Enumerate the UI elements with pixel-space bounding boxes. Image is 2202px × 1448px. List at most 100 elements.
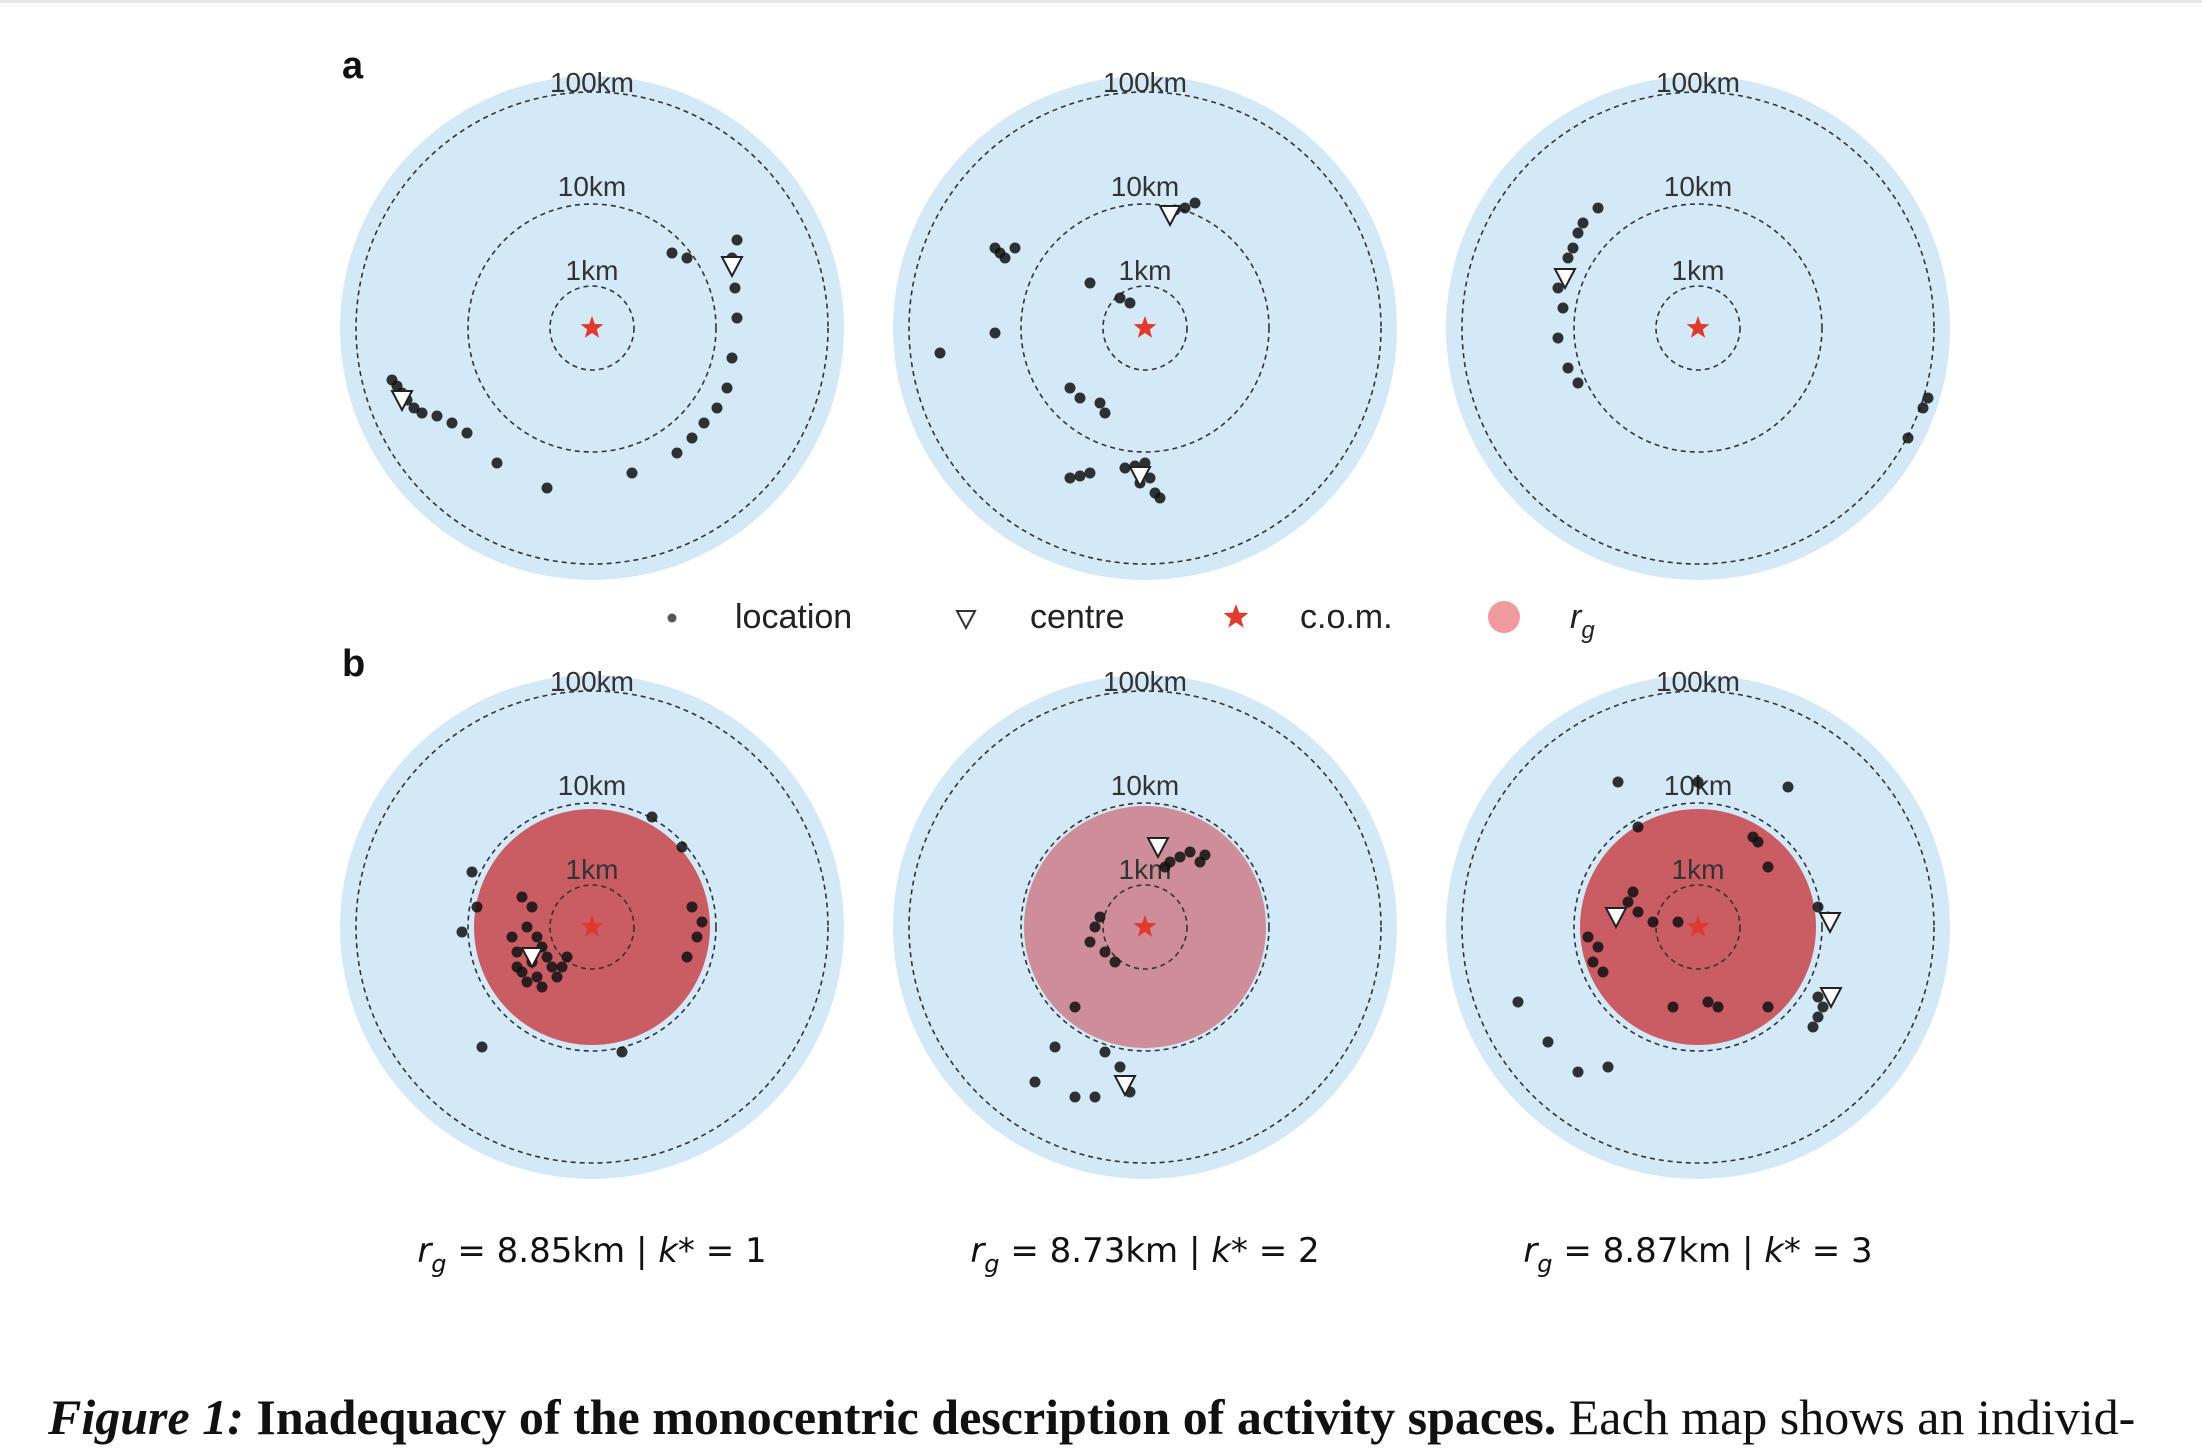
centre-marker <box>1158 205 1182 228</box>
location-point <box>1552 282 1564 294</box>
location-point <box>934 347 946 359</box>
map-a1: 1km 10km 100km <box>340 67 844 580</box>
location-point <box>1762 861 1774 873</box>
location-point <box>1139 457 1151 469</box>
ring-label-outer: 100km <box>1656 666 1740 697</box>
location-point <box>1159 861 1171 873</box>
location-point <box>1074 470 1086 482</box>
location-point <box>561 951 573 963</box>
location-point <box>541 951 553 963</box>
ring-1km <box>1655 884 1741 970</box>
location-point <box>698 417 710 429</box>
location-point <box>1667 1001 1679 1013</box>
ring-label-middle: 10km <box>1664 171 1732 202</box>
location-point <box>1084 936 1096 948</box>
location-point <box>1179 202 1191 214</box>
location-point <box>1672 916 1684 928</box>
ring-label-outer: 100km <box>550 666 634 697</box>
location-point <box>1627 886 1639 898</box>
location-point <box>526 901 538 913</box>
location-point <box>1807 1021 1819 1033</box>
stat-line-2: rg = 8.73km | k* = 2 <box>970 1231 1319 1278</box>
location-point <box>696 916 708 928</box>
ring-10km <box>1573 203 1823 453</box>
location-point <box>446 417 458 429</box>
location-point <box>1542 1036 1554 1048</box>
location-point <box>1817 1001 1829 1013</box>
ring-1km <box>549 285 635 371</box>
ring-label-inner: 1km <box>566 854 619 885</box>
location-point <box>531 931 543 943</box>
location-point <box>1174 851 1186 863</box>
ring-100km <box>908 690 1382 1164</box>
location-point <box>721 382 733 394</box>
ring-10km <box>467 203 717 453</box>
ring-100km <box>908 91 1382 565</box>
centre-marker <box>720 256 744 279</box>
location-point <box>1114 292 1126 304</box>
com-star-icon <box>1133 316 1157 338</box>
legend-rg-label: rg <box>1570 598 1595 644</box>
location-point <box>681 252 693 264</box>
location-point <box>461 427 473 439</box>
stat-line-3: rg = 8.87km | k* = 3 <box>1523 1231 1872 1278</box>
location-point <box>1099 1046 1111 1058</box>
location-point <box>531 971 543 983</box>
location-point <box>551 971 563 983</box>
location-point <box>646 811 658 823</box>
location-point <box>471 901 483 913</box>
ring-label-middle: 10km <box>558 770 626 801</box>
location-point <box>511 946 523 958</box>
location-point <box>456 926 468 938</box>
figure-caption: Figure 1: Inadequacy of the monocentric … <box>48 1388 2188 1446</box>
ring-100km <box>355 690 829 1164</box>
location-point <box>686 432 698 444</box>
location-point <box>1099 946 1111 958</box>
location-point <box>546 961 558 973</box>
location-point <box>1692 776 1704 788</box>
location-point <box>1154 492 1166 504</box>
location-point <box>1089 921 1101 933</box>
location-point <box>731 234 743 246</box>
ring-label-inner: 1km <box>1672 854 1725 885</box>
figure-1: a b 1km 10km 100km 1km 10km 100km 1km 10km 100… <box>340 45 1950 1278</box>
legend-centre-label: centre <box>1030 598 1125 636</box>
location-point <box>516 891 528 903</box>
location-point <box>408 402 420 414</box>
location-point <box>1557 302 1569 314</box>
location-point <box>1702 996 1714 1008</box>
caption-text: Each map shows an individ- <box>1568 1389 2136 1445</box>
centre-marker <box>390 390 414 413</box>
centre-marker <box>1604 907 1628 930</box>
location-point <box>556 961 568 973</box>
location-point <box>1009 242 1021 254</box>
centre-marker <box>1818 912 1842 935</box>
location-point <box>1064 472 1076 484</box>
com-star-icon <box>1686 915 1710 937</box>
ring-label-outer: 100km <box>1103 67 1187 98</box>
location-point <box>1069 1001 1081 1013</box>
ring-label-inner: 1km <box>1119 255 1172 286</box>
location-point <box>1587 956 1599 968</box>
location-point <box>1902 432 1914 444</box>
location-point <box>1552 332 1564 344</box>
ring-label-outer: 100km <box>550 67 634 98</box>
legend-location-marker <box>667 613 677 623</box>
centre-marker <box>520 947 544 970</box>
location-point <box>521 921 533 933</box>
location-point <box>616 1046 628 1058</box>
location-point <box>731 312 743 324</box>
location-point <box>691 931 703 943</box>
location-point <box>711 402 723 414</box>
location-point <box>1622 896 1634 908</box>
location-point <box>999 252 1011 264</box>
location-point <box>1069 1091 1081 1103</box>
location-point <box>676 841 688 853</box>
location-point <box>1812 991 1824 1003</box>
map-b1: 1km 10km 100km <box>340 666 844 1179</box>
stat-line-1: rg = 8.85km | k* = 1 <box>417 1231 766 1278</box>
com-star-icon <box>1133 915 1157 937</box>
location-point <box>681 951 693 963</box>
